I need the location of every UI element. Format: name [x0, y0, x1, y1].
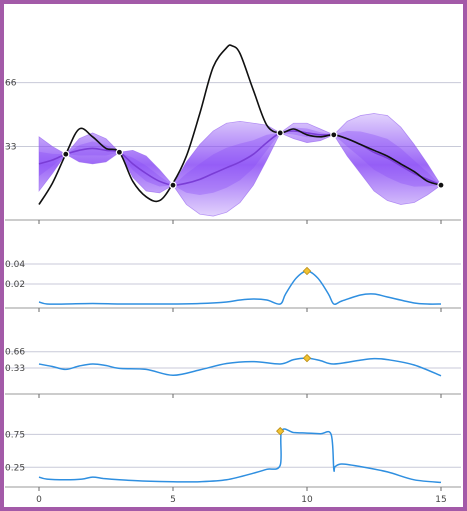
- y-tick-label: 0.33: [5, 364, 25, 374]
- panel-3-axes: 0.33 0.66: [5, 348, 461, 398]
- acquisition-line-3: [38, 428, 442, 484]
- y-tick-label: 0.25: [5, 463, 25, 473]
- panel-4-axes: 0.25 0.75 0 5 10 15: [5, 430, 461, 505]
- acquisition-line-1: [38, 270, 442, 306]
- panel-2-axes: 0.02 0.04: [5, 260, 461, 312]
- next-sample-marker: [302, 353, 312, 363]
- next-sample-marker: [302, 266, 312, 276]
- y-tick-label: 0.66: [5, 348, 25, 358]
- x-tick-label: 15: [435, 495, 446, 505]
- x-tick-label: 5: [170, 495, 176, 505]
- acquisition-line-2: [38, 357, 442, 377]
- x-tick-label: 0: [36, 495, 42, 505]
- observation-point: [276, 129, 284, 137]
- y-tick-label: 0.75: [5, 430, 25, 440]
- y-tick-label: 33: [5, 142, 16, 152]
- confidence-band: [38, 113, 442, 217]
- x-tick-label: 10: [301, 495, 313, 505]
- true-function-line: [38, 44, 442, 205]
- observation-point: [115, 148, 124, 156]
- posterior-mean-line: [38, 130, 442, 187]
- y-tick-label: 0.02: [5, 280, 25, 290]
- y-tick-label: 66: [5, 79, 17, 89]
- observation-point: [330, 131, 338, 139]
- observation-point: [437, 181, 445, 189]
- observation-point: [169, 181, 177, 189]
- y-tick-label: 0.04: [5, 260, 25, 270]
- observation-point: [62, 150, 70, 158]
- next-sample-marker: [276, 426, 285, 436]
